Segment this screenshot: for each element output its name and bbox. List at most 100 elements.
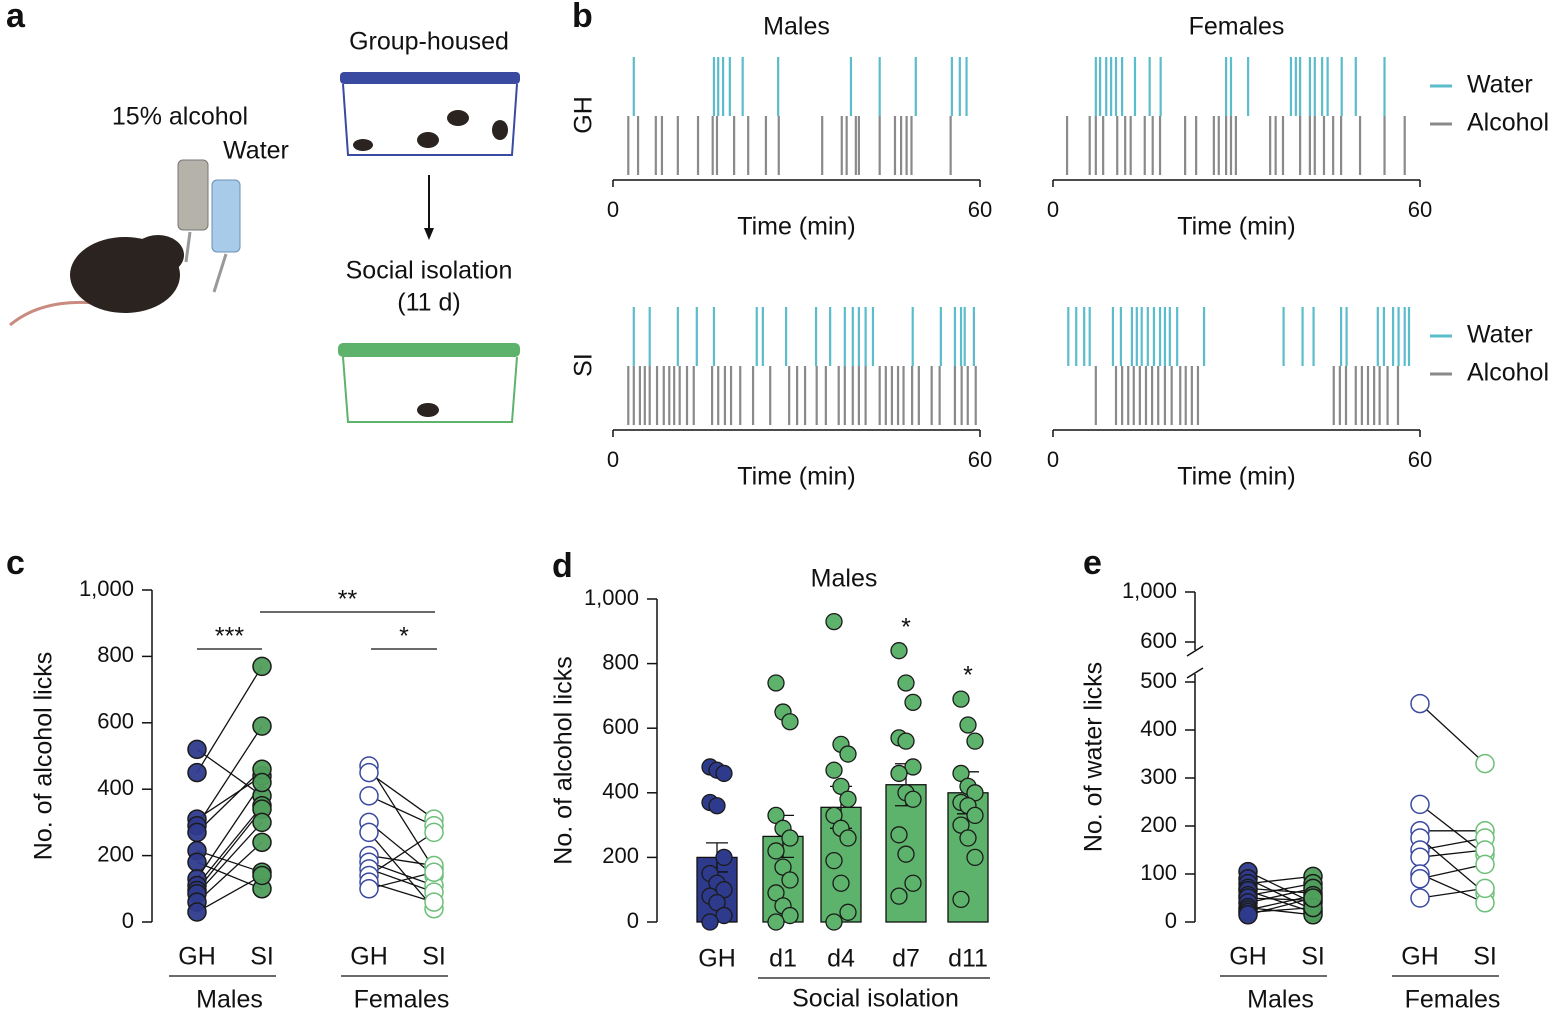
y-tick-label: 400 — [1140, 716, 1177, 741]
pair-line — [196, 775, 263, 820]
dot — [839, 790, 857, 808]
dot — [966, 806, 984, 825]
dot — [701, 913, 719, 931]
dot — [890, 887, 908, 905]
pair-line — [368, 772, 435, 820]
dot — [359, 786, 379, 806]
x-axis-label: Time (min) — [737, 213, 856, 241]
y-tick-label: 1,000 — [1122, 578, 1177, 603]
dot — [1475, 854, 1495, 875]
pair-line — [196, 725, 263, 827]
x-axis-label: Time (min) — [1177, 463, 1296, 491]
chart-title: Males — [763, 13, 830, 41]
significance-label: *** — [215, 623, 244, 651]
condition-label: GH — [1401, 943, 1439, 971]
condition-label: SI — [1473, 943, 1497, 971]
dot — [359, 879, 379, 899]
pair-line — [1247, 894, 1314, 911]
arrow-head — [424, 228, 434, 240]
alcohol-label: 15% alcohol — [112, 103, 248, 131]
dot — [252, 772, 272, 793]
dot — [359, 822, 379, 843]
dot — [966, 848, 984, 867]
diagram: 15% alcohol Water Group-housed Social is… — [9, 28, 520, 423]
dot — [839, 745, 857, 763]
x-tick-label: 60 — [1408, 447, 1432, 472]
y-tick-label: 800 — [602, 649, 639, 674]
pair-line — [1419, 837, 1486, 851]
dot — [904, 790, 922, 808]
x-axis-label: Time (min) — [737, 463, 856, 491]
cage — [342, 356, 518, 423]
significance-label: * — [901, 613, 911, 641]
panel-label: b — [572, 0, 593, 35]
y-tick-label: 100 — [1140, 860, 1177, 885]
water-bottle — [211, 179, 241, 253]
y-tick-label: 400 — [97, 775, 134, 800]
x-tick-label: 0 — [607, 197, 619, 222]
condition-label: GH — [350, 943, 388, 971]
chart-title: Females — [1189, 13, 1285, 41]
mouse-head — [132, 235, 184, 275]
panel-label: d — [552, 547, 573, 585]
dot — [187, 822, 207, 843]
condition-label: SI — [1301, 943, 1325, 971]
legend-label: Water — [1467, 71, 1533, 99]
isolation-label: Social isolation — [346, 257, 513, 285]
panel-label: e — [1083, 544, 1102, 582]
dot — [1238, 905, 1258, 925]
dot — [252, 656, 272, 677]
condition-label: GH — [178, 943, 216, 971]
pair-line — [368, 861, 435, 887]
y-tick-label: 600 — [602, 714, 639, 739]
dot — [781, 829, 799, 847]
dot — [715, 906, 733, 925]
dot — [904, 874, 922, 892]
x-tick-label: 0 — [607, 447, 619, 472]
group-label: Females — [354, 986, 450, 1013]
pair-line — [1419, 849, 1486, 858]
dot — [897, 674, 915, 692]
pair-line — [368, 765, 435, 870]
dot — [1410, 869, 1430, 889]
x-tick-label: d11 — [948, 945, 988, 973]
y-tick-label: 200 — [1140, 812, 1177, 837]
cage-lid — [340, 72, 520, 84]
pair-line — [368, 795, 435, 827]
dot — [897, 845, 915, 863]
dot — [252, 812, 272, 833]
y-tick-label: 300 — [1140, 764, 1177, 789]
pair-line — [196, 821, 263, 895]
x-tick-label: d7 — [892, 945, 920, 973]
dot — [959, 716, 977, 734]
mouse — [353, 139, 373, 151]
dot — [890, 642, 908, 660]
pair-line — [1247, 882, 1314, 897]
pair-line — [196, 768, 263, 833]
dot — [715, 848, 733, 867]
dot — [767, 842, 785, 860]
group-label: Males — [1247, 986, 1314, 1013]
dot — [959, 829, 977, 847]
pair-line — [368, 854, 435, 867]
pair-line — [368, 871, 435, 890]
pair-line — [1247, 897, 1314, 902]
x-tick-label: 60 — [1408, 197, 1432, 222]
group-label: Females — [1405, 986, 1501, 1013]
dot — [897, 732, 915, 750]
dot — [767, 674, 785, 692]
dot — [424, 822, 444, 843]
y-tick-label: 200 — [602, 843, 639, 868]
significance-label: ** — [338, 586, 358, 614]
cage — [342, 83, 518, 156]
dot — [1475, 878, 1495, 899]
dot — [715, 764, 733, 783]
pair-line — [196, 782, 263, 880]
dot — [839, 829, 857, 847]
dot — [825, 913, 843, 931]
x-tick-label: d1 — [769, 945, 797, 973]
y-tick-label: 600 — [97, 709, 134, 734]
pair-line — [1247, 875, 1314, 885]
pair-line — [196, 748, 263, 797]
